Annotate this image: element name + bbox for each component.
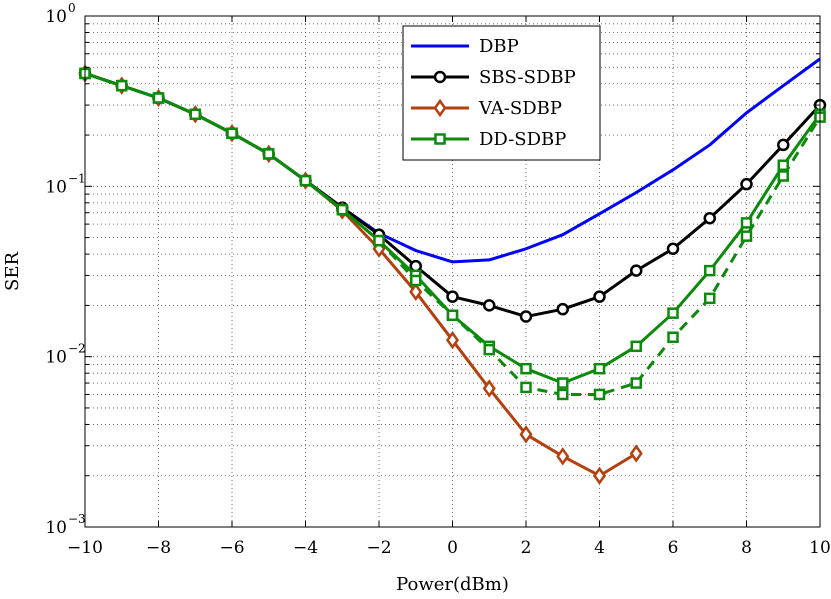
- data-point: [777, 170, 789, 182]
- data-point: [483, 299, 496, 312]
- y-tick-exponent: −3: [68, 512, 86, 526]
- data-point: [409, 282, 423, 302]
- data-point: [116, 79, 128, 92]
- data-point: [740, 230, 753, 242]
- data-point: [593, 362, 606, 375]
- y-tick-label: 10: [45, 177, 67, 197]
- legend-item: DD-SDBP: [411, 129, 566, 150]
- y-axis-title: SER: [2, 252, 23, 291]
- data-point: [520, 362, 532, 375]
- legend-item: VA-SDBP: [411, 98, 562, 119]
- legend-label: SBS-SDBP: [479, 67, 576, 88]
- grid: [85, 16, 820, 527]
- data-point: [520, 381, 532, 394]
- data-point: [703, 211, 716, 225]
- data-point: [482, 379, 496, 398]
- data-point: [519, 425, 533, 444]
- legend: DBP SBS-SDBP VA-SDBP DD-SDBP: [402, 25, 601, 161]
- x-tick-label: 10: [809, 538, 831, 558]
- data-point: [483, 343, 495, 356]
- data-point: [704, 264, 716, 277]
- series-layer: [78, 57, 827, 485]
- x-tick-label: 0: [447, 538, 458, 558]
- data-point: [592, 466, 607, 485]
- data-point: [336, 203, 348, 216]
- data-point: [704, 292, 716, 305]
- data-point: [189, 108, 201, 120]
- data-point: [666, 242, 680, 256]
- data-point: [557, 377, 569, 389]
- legend-label: DBP: [479, 36, 519, 57]
- x-tick-label: 8: [741, 538, 752, 558]
- data-point: [373, 234, 385, 247]
- legend-marker: [434, 133, 446, 145]
- legend-label: VA-SDBP: [478, 98, 562, 119]
- x-tick-label: −2: [366, 538, 391, 558]
- data-point: [667, 331, 679, 344]
- data-point: [667, 307, 679, 319]
- y-tick-label: 10: [45, 7, 67, 27]
- y-tick-exponent: −1: [68, 171, 86, 185]
- data-point: [740, 177, 753, 191]
- x-tick-label: 6: [668, 538, 679, 558]
- data-point: [557, 388, 569, 401]
- legend-item: DBP: [411, 36, 519, 57]
- data-point: [445, 331, 460, 350]
- data-point: [263, 148, 275, 160]
- y-tick-label: 10: [45, 518, 67, 538]
- x-axis-title: Power(dBm): [396, 574, 509, 595]
- x-tick-label: −10: [67, 538, 103, 558]
- x-tick-label: −8: [146, 538, 171, 558]
- data-point: [446, 290, 459, 303]
- data-point: [556, 302, 569, 316]
- legend-marker: [433, 98, 447, 118]
- data-point: [299, 174, 312, 187]
- data-point: [630, 340, 642, 353]
- data-point: [777, 159, 789, 171]
- data-point: [593, 388, 606, 401]
- data-point: [629, 444, 643, 463]
- x-tick-label: 2: [521, 538, 532, 558]
- data-point: [152, 92, 165, 104]
- axis-ticks: [84, 15, 821, 528]
- x-tick-label: 4: [594, 538, 605, 558]
- legend-label: DD-SDBP: [479, 129, 566, 150]
- data-point: [630, 264, 643, 277]
- data-point: [519, 310, 533, 323]
- data-point: [410, 274, 422, 287]
- data-point: [226, 127, 238, 139]
- y-tick-label: 10: [45, 348, 67, 368]
- x-tick-label: −6: [219, 538, 244, 558]
- data-point: [740, 217, 753, 229]
- series-dd-sdbp-dashed-: [79, 67, 826, 401]
- data-point: [593, 290, 606, 303]
- y-tick-exponent: 0: [68, 1, 76, 15]
- data-point: [446, 309, 459, 322]
- x-tick-label: −4: [293, 538, 318, 558]
- legend-item: SBS-SDBP: [411, 67, 576, 88]
- data-point: [409, 259, 422, 273]
- data-point: [777, 138, 790, 152]
- data-point: [556, 447, 570, 466]
- y-tick-exponent: −2: [68, 342, 86, 356]
- data-point: [630, 377, 642, 389]
- legend-marker: [433, 70, 447, 84]
